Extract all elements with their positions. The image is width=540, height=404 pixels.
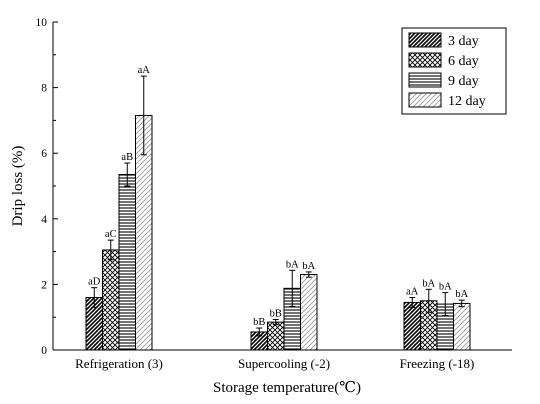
y-tick-label: 2	[41, 279, 47, 291]
bar	[453, 302, 471, 351]
legend-item: 6 day	[408, 52, 479, 69]
y-axis-title: Drip loss (%)	[10, 146, 26, 227]
legend: 3 day 6 day 9 day 12 day	[401, 27, 507, 115]
legend-swatch	[408, 52, 442, 68]
legend-label: 3 day	[448, 34, 479, 49]
x-tick-label: Refrigeration (3)	[75, 356, 163, 371]
significance-label: bB	[253, 317, 265, 328]
legend-label: 12 day	[448, 94, 486, 109]
legend-label: 9 day	[448, 74, 479, 89]
legend-label: 6 day	[448, 54, 479, 69]
bar	[102, 249, 120, 351]
y-tick-label: 0	[41, 345, 47, 357]
y-tick-label: 8	[41, 83, 47, 95]
significance-label: aD	[88, 277, 101, 288]
significance-label: bB	[270, 308, 282, 319]
significance-label: bA	[302, 261, 315, 272]
significance-label: bA	[422, 278, 435, 289]
bar	[118, 174, 136, 351]
bar	[403, 301, 421, 351]
significance-label: aB	[121, 152, 133, 163]
significance-label: bA	[455, 289, 468, 300]
significance-label: aA	[406, 287, 419, 298]
bar-group: bB bB bA bA	[250, 259, 318, 351]
legend-item: 12 day	[408, 92, 486, 109]
y-tick-label: 4	[41, 214, 47, 226]
significance-label: bA	[439, 282, 452, 293]
legend-swatch	[408, 32, 442, 48]
y-tick-label: 10	[36, 17, 48, 29]
significance-label: aA	[138, 65, 151, 76]
bar	[300, 274, 318, 351]
x-axis-title: Storage temperature(℃)	[213, 380, 361, 396]
bar-group: aD aC aB aA	[85, 65, 153, 351]
significance-label: aC	[105, 229, 117, 240]
bar	[267, 321, 285, 351]
legend-swatch	[408, 72, 442, 88]
significance-label: bA	[286, 259, 299, 270]
legend-item: 3 day	[408, 32, 479, 49]
y-axis-ticks: 0 2 4 6 8 10	[36, 17, 58, 357]
x-tick-label: Supercooling (-2)	[238, 356, 330, 371]
y-tick-label: 6	[41, 148, 47, 160]
legend-swatch	[408, 92, 442, 108]
x-tick-label: Freezing (-18)	[400, 356, 475, 371]
legend-item: 9 day	[408, 72, 479, 89]
x-axis-ticks: Refrigeration (3) Supercooling (-2) Freezi…	[75, 345, 474, 371]
